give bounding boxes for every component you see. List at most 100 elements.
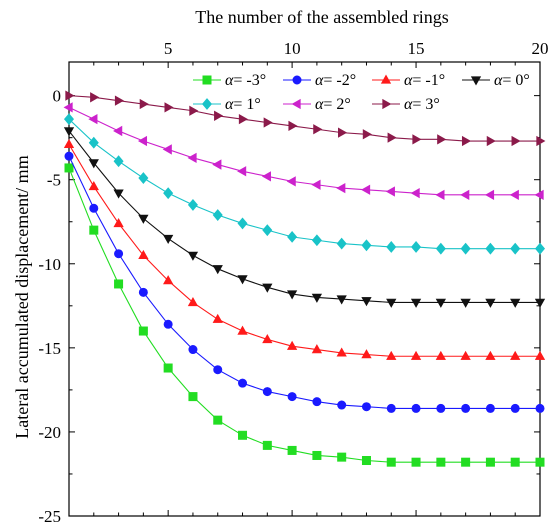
data-point: [64, 151, 74, 161]
data-point: [163, 363, 173, 373]
data-point: [238, 430, 248, 440]
data-point: [163, 275, 174, 285]
legend-label: α= -1°: [404, 72, 445, 89]
data-point: [461, 403, 471, 413]
data-point: [460, 298, 471, 308]
data-point: [510, 298, 521, 308]
series-3: [63, 138, 546, 360]
data-point: [485, 457, 495, 467]
data-point: [138, 287, 148, 297]
data-point: [460, 350, 471, 360]
data-point: [262, 387, 272, 397]
data-point: [311, 234, 322, 247]
data-point: [88, 159, 99, 169]
data-point: [436, 403, 446, 413]
legend-value: = -1°: [412, 72, 445, 89]
legend-alpha: α: [315, 96, 324, 113]
data-point: [312, 450, 322, 460]
data-point: [64, 163, 74, 173]
x-tick-label: 10: [284, 39, 301, 58]
data-point: [411, 403, 421, 413]
data-point: [163, 319, 173, 329]
data-point: [212, 265, 223, 275]
data-point: [63, 102, 73, 113]
data-point: [189, 105, 199, 116]
data-point: [286, 290, 298, 300]
y-tick-label: -15: [38, 339, 61, 358]
data-point: [63, 127, 75, 137]
data-point: [485, 403, 495, 413]
data-point: [410, 350, 422, 360]
data-point: [510, 242, 521, 255]
data-point: [311, 293, 323, 303]
data-point: [212, 159, 222, 170]
legend-marker: [292, 75, 302, 85]
data-point: [89, 203, 99, 213]
data-point: [361, 184, 371, 195]
data-point: [511, 135, 521, 147]
legend-label: α= -2°: [315, 72, 356, 89]
data-point: [510, 457, 520, 467]
data-point: [509, 189, 519, 200]
data-point: [138, 214, 149, 224]
data-point: [63, 113, 75, 126]
legend-label: α= 0°: [494, 72, 530, 89]
data-point: [436, 457, 446, 467]
data-point: [262, 334, 273, 344]
data-point: [386, 298, 397, 308]
legend-alpha: α: [494, 72, 503, 89]
data-point: [137, 135, 148, 147]
data-point: [535, 457, 545, 467]
data-point: [410, 298, 422, 308]
data-point: [238, 378, 248, 388]
legend-label: α= 3°: [404, 96, 440, 113]
legend-label: α= -3°: [225, 72, 266, 89]
data-point: [435, 350, 446, 360]
data-point: [212, 313, 223, 323]
y-tick-label: -20: [38, 423, 61, 442]
data-point: [114, 95, 125, 106]
data-point: [412, 134, 422, 145]
data-point: [337, 400, 347, 410]
data-point: [536, 135, 546, 147]
plot-frame: [68, 61, 541, 517]
x-tick-label: 5: [164, 39, 173, 58]
data-point: [138, 326, 148, 336]
data-point: [237, 325, 248, 335]
legend-label: α= 1°: [225, 96, 261, 113]
data-point: [534, 242, 546, 255]
legend-alpha: α: [225, 96, 234, 113]
y-tick-label: -25: [38, 507, 61, 526]
data-point: [535, 403, 545, 413]
series-line: [68, 118, 540, 250]
data-point: [336, 347, 347, 357]
legend-value: = -2°: [323, 72, 356, 89]
data-point: [163, 234, 174, 244]
data-point: [411, 457, 421, 467]
data-point: [164, 102, 174, 113]
data-point: [510, 350, 521, 360]
data-point: [113, 217, 124, 228]
data-point: [286, 176, 296, 187]
series-line: [68, 95, 540, 142]
data-point: [484, 189, 495, 200]
data-point: [187, 152, 197, 163]
data-point: [411, 241, 422, 253]
series-line: [68, 106, 540, 196]
data-point: [336, 295, 347, 305]
data-point: [188, 345, 198, 355]
data-point: [213, 365, 223, 375]
data-point: [338, 127, 348, 138]
series-5: [63, 113, 546, 255]
data-point: [313, 124, 323, 135]
data-point: [188, 392, 198, 402]
data-point: [262, 224, 273, 237]
series-line: [68, 144, 540, 357]
x-tick-label: 20: [532, 39, 549, 58]
data-point: [263, 117, 273, 128]
data-point: [88, 136, 99, 149]
data-point: [361, 297, 372, 307]
data-point: [286, 340, 298, 350]
data-point: [311, 179, 321, 190]
data-point: [435, 189, 445, 200]
